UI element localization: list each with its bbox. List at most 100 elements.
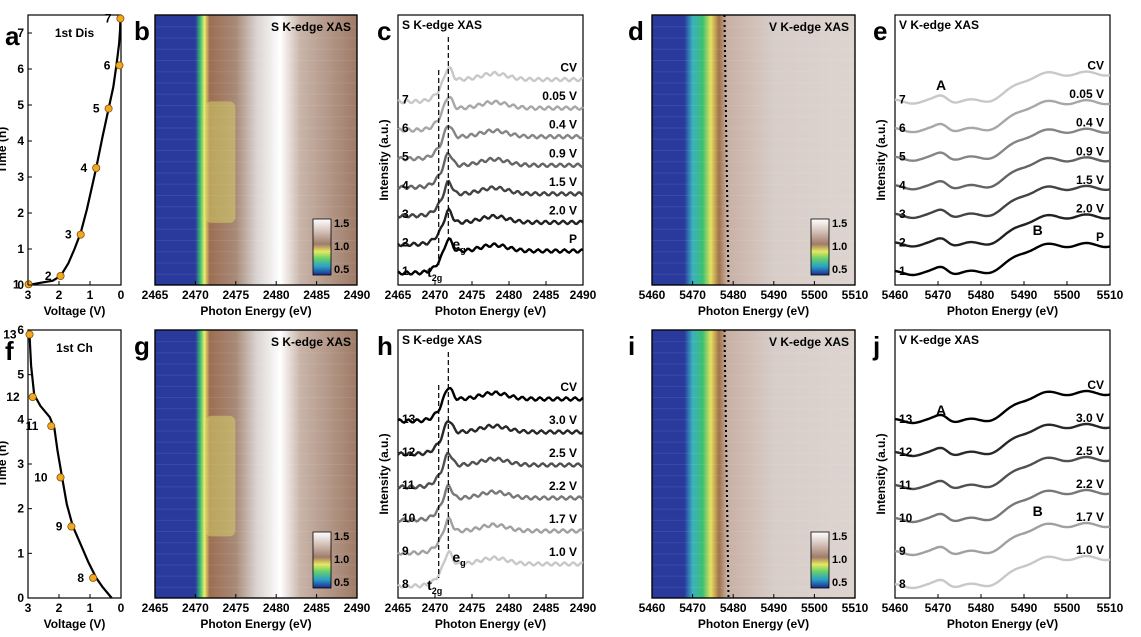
heatmap-stripe	[155, 150, 357, 151]
heatmap-stripe	[155, 352, 357, 354]
x-tick-label: 5510	[1097, 288, 1124, 302]
heatmap-stripe	[155, 93, 357, 95]
heatmap-stripe	[652, 464, 855, 465]
spectrum-index-label: 4	[899, 178, 906, 192]
heatmap-stripe	[652, 172, 855, 174]
heatmap-stripe	[652, 251, 855, 253]
spectrum-11	[397, 451, 584, 490]
y-tick-label: 1	[17, 546, 24, 560]
spectrum-8	[397, 549, 584, 589]
heatmap-stripe	[652, 150, 855, 151]
heatmap-stripe	[652, 564, 855, 566]
spectrum-state-label: 0.4 V	[1076, 116, 1104, 130]
spectrum-10	[397, 483, 584, 523]
heatmap-stripe	[155, 341, 357, 343]
spectrum-index-label: 6	[402, 121, 409, 135]
x-tick-label: 3	[25, 288, 32, 302]
spectrum-index-label: 10	[899, 511, 913, 525]
heatmap-stripe	[652, 161, 855, 163]
panel-label-e: e	[873, 16, 887, 46]
heatmap-stripe	[652, 217, 855, 219]
heatmap-stripe	[155, 486, 357, 488]
state-marker-12	[28, 392, 37, 401]
plot-frame	[651, 329, 856, 599]
x-tick-label: 2485	[533, 288, 560, 302]
heatmap-stripe	[652, 127, 855, 129]
y-tick-label: 3	[17, 457, 24, 471]
panel-d: d V K-edge XAS 1.5 1.0 0.5 5460 5470 5480 5490 55…	[628, 14, 869, 318]
spectrum-9	[894, 521, 1111, 557]
colorbar-tick-label: 1.0	[832, 554, 847, 566]
panel-g: g S K-edge XAS 1.5 1.0 0.5 2465 2470 2475 2480 24…	[134, 329, 371, 631]
spectrum-index-label: 2	[899, 235, 906, 249]
x-tick-label: 2465	[385, 601, 412, 615]
x-tick-label: 5460	[639, 288, 666, 302]
panel-label-c: c	[377, 16, 391, 46]
plot-frame	[651, 14, 856, 286]
x-tick-label: 5470	[925, 601, 952, 615]
spectrum-index-label: 13	[899, 412, 913, 426]
plot-frame	[27, 14, 122, 286]
heatmap-stripe	[652, 240, 855, 241]
heatmap-stripe	[155, 397, 357, 398]
edge-marker-line	[723, 14, 730, 286]
y-axis-label: Intensity (a.u.)	[874, 433, 888, 514]
panel-title: 1st Ch	[56, 341, 93, 355]
heatmap-stripe	[652, 363, 855, 365]
plot-frame	[154, 14, 358, 286]
heatmap-stripe	[652, 575, 855, 577]
panel-title: V K-edge XAS	[769, 20, 849, 34]
heatmap-stripe	[652, 531, 855, 532]
heatmap-stripe	[155, 408, 357, 410]
heatmap-stripe	[155, 464, 357, 465]
annotation-subscript: 2g	[432, 586, 443, 596]
spectrum-state-label: 1.7 V	[1076, 510, 1104, 524]
spectrum-7	[397, 66, 584, 105]
panel-label-f: f	[5, 336, 14, 366]
heatmap-stripe	[155, 206, 357, 208]
colorbar	[810, 218, 830, 276]
state-label-9: 9	[56, 520, 63, 534]
panel-label-d: d	[628, 16, 644, 46]
pre-edge-feature	[205, 101, 236, 223]
state-label-6: 6	[104, 58, 111, 72]
x-tick-label: 5490	[1011, 288, 1038, 302]
spectrum-index-label: 1	[402, 264, 409, 278]
x-tick-label: 2470	[182, 288, 209, 302]
y-tick-label: 4	[17, 412, 24, 426]
y-tick-label: 6	[17, 62, 24, 76]
x-tick-label: 1	[87, 288, 94, 302]
x-tick-label: 5460	[882, 601, 909, 615]
x-tick-label: 2490	[570, 288, 597, 302]
panel-label-j: j	[872, 331, 880, 361]
y-tick-label: 5	[17, 368, 24, 382]
state-label-8: 8	[77, 571, 84, 585]
colorbar-tick-label: 1.5	[334, 531, 349, 543]
spectrum-4	[397, 151, 584, 191]
heatmap-stripe	[155, 172, 357, 174]
y-tick-label: 1	[17, 242, 24, 256]
x-tick-label: 3	[25, 601, 32, 615]
state-label-12: 12	[6, 390, 20, 404]
x-tick-label: 2475	[222, 288, 249, 302]
spectrum-3	[894, 184, 1111, 220]
heatmap-stripe	[155, 508, 357, 510]
heatmap-stripe	[155, 37, 357, 39]
x-axis-label: Photon Energy (eV)	[200, 617, 311, 631]
heatmap-stripe	[155, 71, 357, 73]
heatmap-stripe	[652, 195, 855, 196]
spectrum-10	[894, 488, 1111, 524]
state-label-5: 5	[93, 102, 100, 116]
y-axis-label: Time (h)	[0, 127, 9, 173]
heatmap-stripe	[652, 138, 855, 140]
heatmap-stripe	[652, 508, 855, 510]
heatmap-stripe	[652, 452, 855, 454]
state-marker-1	[24, 280, 33, 289]
spectrum-13	[894, 389, 1111, 425]
colorbar	[312, 531, 332, 589]
x-tick-label: 5500	[1054, 288, 1081, 302]
panel-label-g: g	[134, 331, 150, 361]
spectrum-state-label: CV	[560, 61, 577, 75]
